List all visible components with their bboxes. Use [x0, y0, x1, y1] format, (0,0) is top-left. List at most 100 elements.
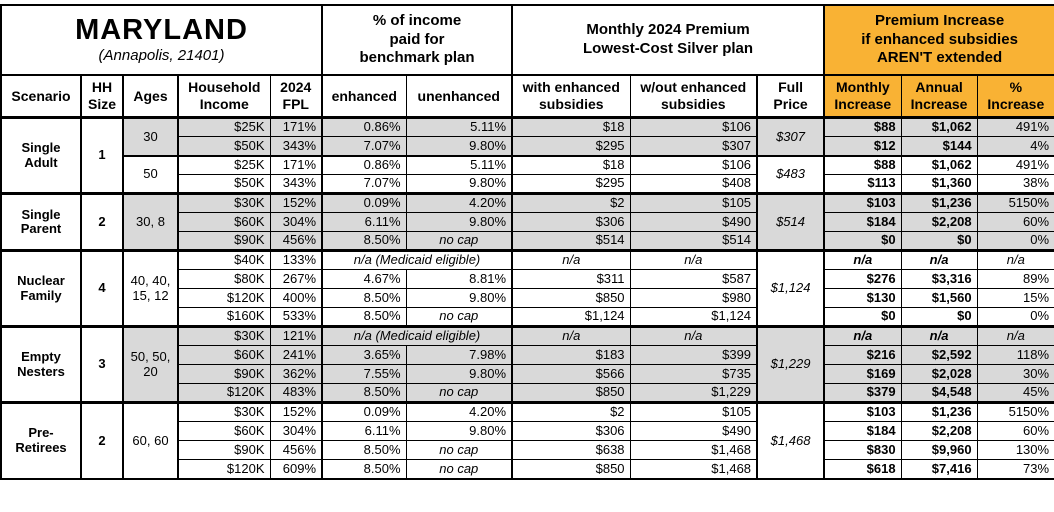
premium-without-subsidies-cell: $1,229	[629, 383, 758, 403]
annual-increase-cell: $9,960	[900, 440, 978, 460]
income-cell: $90K	[177, 364, 271, 384]
pct-increase-cell: 45%	[976, 383, 1054, 403]
pct-increase-cell: 38%	[976, 174, 1054, 194]
scenario-cell: Single Adult	[0, 116, 82, 194]
income-cell: $160K	[177, 307, 271, 327]
without-subsidies-column-header: w/out enhanced subsidies	[629, 74, 758, 119]
pct-increase-cell: 130%	[976, 440, 1054, 460]
unenhanced-pct-cell: 9.80%	[405, 174, 513, 194]
pct-increase-cell: 15%	[976, 288, 1054, 308]
premium-without-subsidies-cell: $735	[629, 364, 758, 384]
full-price-cell: $307	[756, 116, 825, 156]
enhanced-column-header: enhanced	[321, 74, 407, 119]
ages-cell: 60, 60	[122, 401, 179, 479]
monthly-increase-cell: n/a	[823, 325, 902, 346]
ages-cell: 30, 8	[122, 192, 179, 251]
table-row: $90K 362% 7.55% 9.80% $566 $735 $169 $2,028 30%	[1, 364, 1054, 384]
unenhanced-pct-cell: 5.11%	[405, 154, 513, 175]
table-row: $80K 267% 4.67% 8.81% $311 $587 $276 $3,316 89%	[1, 269, 1054, 289]
premium-with-subsidies-cell: $18	[511, 154, 631, 175]
table-header: MARYLAND (Annapolis, 21401) % of income …	[0, 4, 1054, 119]
enhanced-pct-cell: 8.50%	[321, 288, 407, 308]
fpl-cell: 304%	[269, 212, 323, 232]
income-cell: $120K	[177, 383, 271, 403]
monthly-increase-cell: $618	[823, 459, 902, 479]
fpl-cell: 609%	[269, 459, 323, 479]
monthly-increase-cell: $830	[823, 440, 902, 460]
enhanced-pct-cell: 0.09%	[321, 401, 407, 422]
pct-increase-cell: n/a	[976, 249, 1054, 270]
premium-with-subsidies-cell: $311	[511, 269, 631, 289]
income-column-header: Household Income	[177, 74, 271, 119]
pct-increase-cell: 0%	[976, 307, 1054, 327]
fpl-cell: 267%	[269, 269, 323, 289]
table-row: Nuclear Family 4 40, 40, 15, 12 $40K 133% n/a…	[0, 249, 1054, 327]
premium-with-subsidies-cell: $850	[511, 383, 631, 403]
monthly-increase-cell: $103	[823, 192, 902, 213]
ages-cell: 40, 40, 15, 12	[122, 249, 179, 327]
scenario-cell: Pre- Retirees	[0, 401, 82, 479]
table-row: Pre- Retirees 2 60, 60 $30K 152% 0.09% 4.20% $2…	[0, 401, 1054, 479]
premium-with-subsidies-cell: $306	[511, 212, 631, 232]
medicaid-eligible-cell: n/a (Medicaid eligible)	[321, 249, 513, 270]
monthly-increase-cell: $130	[823, 288, 902, 308]
pct-increase-cell: 491%	[976, 154, 1054, 175]
annual-increase-cell: $2,028	[900, 364, 978, 384]
table-row: $90K 456% 8.50% no cap $514 $514 $0 $0 0%	[1, 231, 1054, 251]
premium-without-subsidies-cell: $1,124	[629, 307, 758, 327]
fpl-cell: 456%	[269, 231, 323, 251]
fpl-cell: 133%	[269, 249, 323, 270]
pct-income-group-header: % of income paid for benchmark plan	[321, 4, 513, 76]
header-group-row: MARYLAND (Annapolis, 21401) % of income …	[0, 4, 1054, 76]
table-row: $60K 304% 6.11% 9.80% $306 $490 $184 $2,208 60%	[1, 212, 1054, 232]
monthly-increase-cell: $88	[823, 154, 902, 175]
enhanced-pct-cell: 0.09%	[321, 192, 407, 213]
table-row: $50K 343% 7.07% 9.80% $295 $307 $12 $144 4%	[1, 136, 1054, 156]
premium-with-subsidies-cell: $1,124	[511, 307, 631, 327]
premium-with-subsidies-cell: $295	[511, 174, 631, 194]
table-row: Empty Nesters 3 50, 50, 20 $30K 121% n/a (Med…	[0, 325, 1054, 403]
monthly-increase-cell: n/a	[823, 249, 902, 270]
income-cell: $60K	[177, 421, 271, 441]
unenhanced-pct-cell: 4.20%	[405, 401, 513, 422]
fpl-column-header: 2024 FPL	[269, 74, 323, 119]
income-cell: $30K	[177, 192, 271, 213]
premium-without-subsidies-cell: $980	[629, 288, 758, 308]
ages-cell: 30	[122, 116, 179, 156]
full-price-cell: $483	[756, 154, 825, 194]
premium-with-subsidies-cell: $2	[511, 192, 631, 213]
premium-without-subsidies-cell: $587	[629, 269, 758, 289]
fpl-cell: 171%	[269, 154, 323, 175]
pct-increase-cell: 0%	[976, 231, 1054, 251]
table-row: $160K 533% 8.50% no cap $1,124 $1,124 $0 $0 0%	[1, 307, 1054, 327]
scenario-cell: Nuclear Family	[0, 249, 82, 327]
ages-column-header: Ages	[122, 74, 179, 119]
fpl-cell: 304%	[269, 421, 323, 441]
monthly-increase-cell: $0	[823, 307, 902, 327]
enhanced-pct-cell: 6.11%	[321, 212, 407, 232]
monthly-increase-cell: $184	[823, 421, 902, 441]
premium-without-subsidies-cell: $105	[629, 401, 758, 422]
pct-increase-cell: 60%	[976, 212, 1054, 232]
table-row: Single Adult 1 30 $25K 171% 0.86% 5.11% $18 $106…	[0, 116, 1054, 194]
pct-increase-cell: 5150%	[976, 401, 1054, 422]
annual-increase-cell: $2,208	[900, 421, 978, 441]
premium-comparison-page: MARYLAND (Annapolis, 21401) % of income …	[0, 4, 1054, 480]
unenhanced-pct-cell: no cap	[405, 231, 513, 251]
premium-with-subsidies-cell: $18	[511, 116, 631, 137]
income-cell: $60K	[177, 345, 271, 365]
unenhanced-pct-cell: 5.11%	[405, 116, 513, 137]
full-price-column-header: Full Price	[756, 74, 825, 119]
annual-increase-cell: $1,062	[900, 154, 978, 175]
income-cell: $90K	[177, 440, 271, 460]
enhanced-pct-cell: 8.50%	[321, 440, 407, 460]
enhanced-pct-cell: 8.50%	[321, 459, 407, 479]
enhanced-pct-cell: 7.07%	[321, 136, 407, 156]
monthly-increase-cell: $12	[823, 136, 902, 156]
enhanced-pct-cell: 7.55%	[321, 364, 407, 384]
enhanced-pct-cell: 0.86%	[321, 154, 407, 175]
annual-increase-cell: $2,592	[900, 345, 978, 365]
monthly-increase-cell: $379	[823, 383, 902, 403]
pct-increase-column-header: % Increase	[976, 74, 1054, 119]
enhanced-pct-cell: 0.86%	[321, 116, 407, 137]
